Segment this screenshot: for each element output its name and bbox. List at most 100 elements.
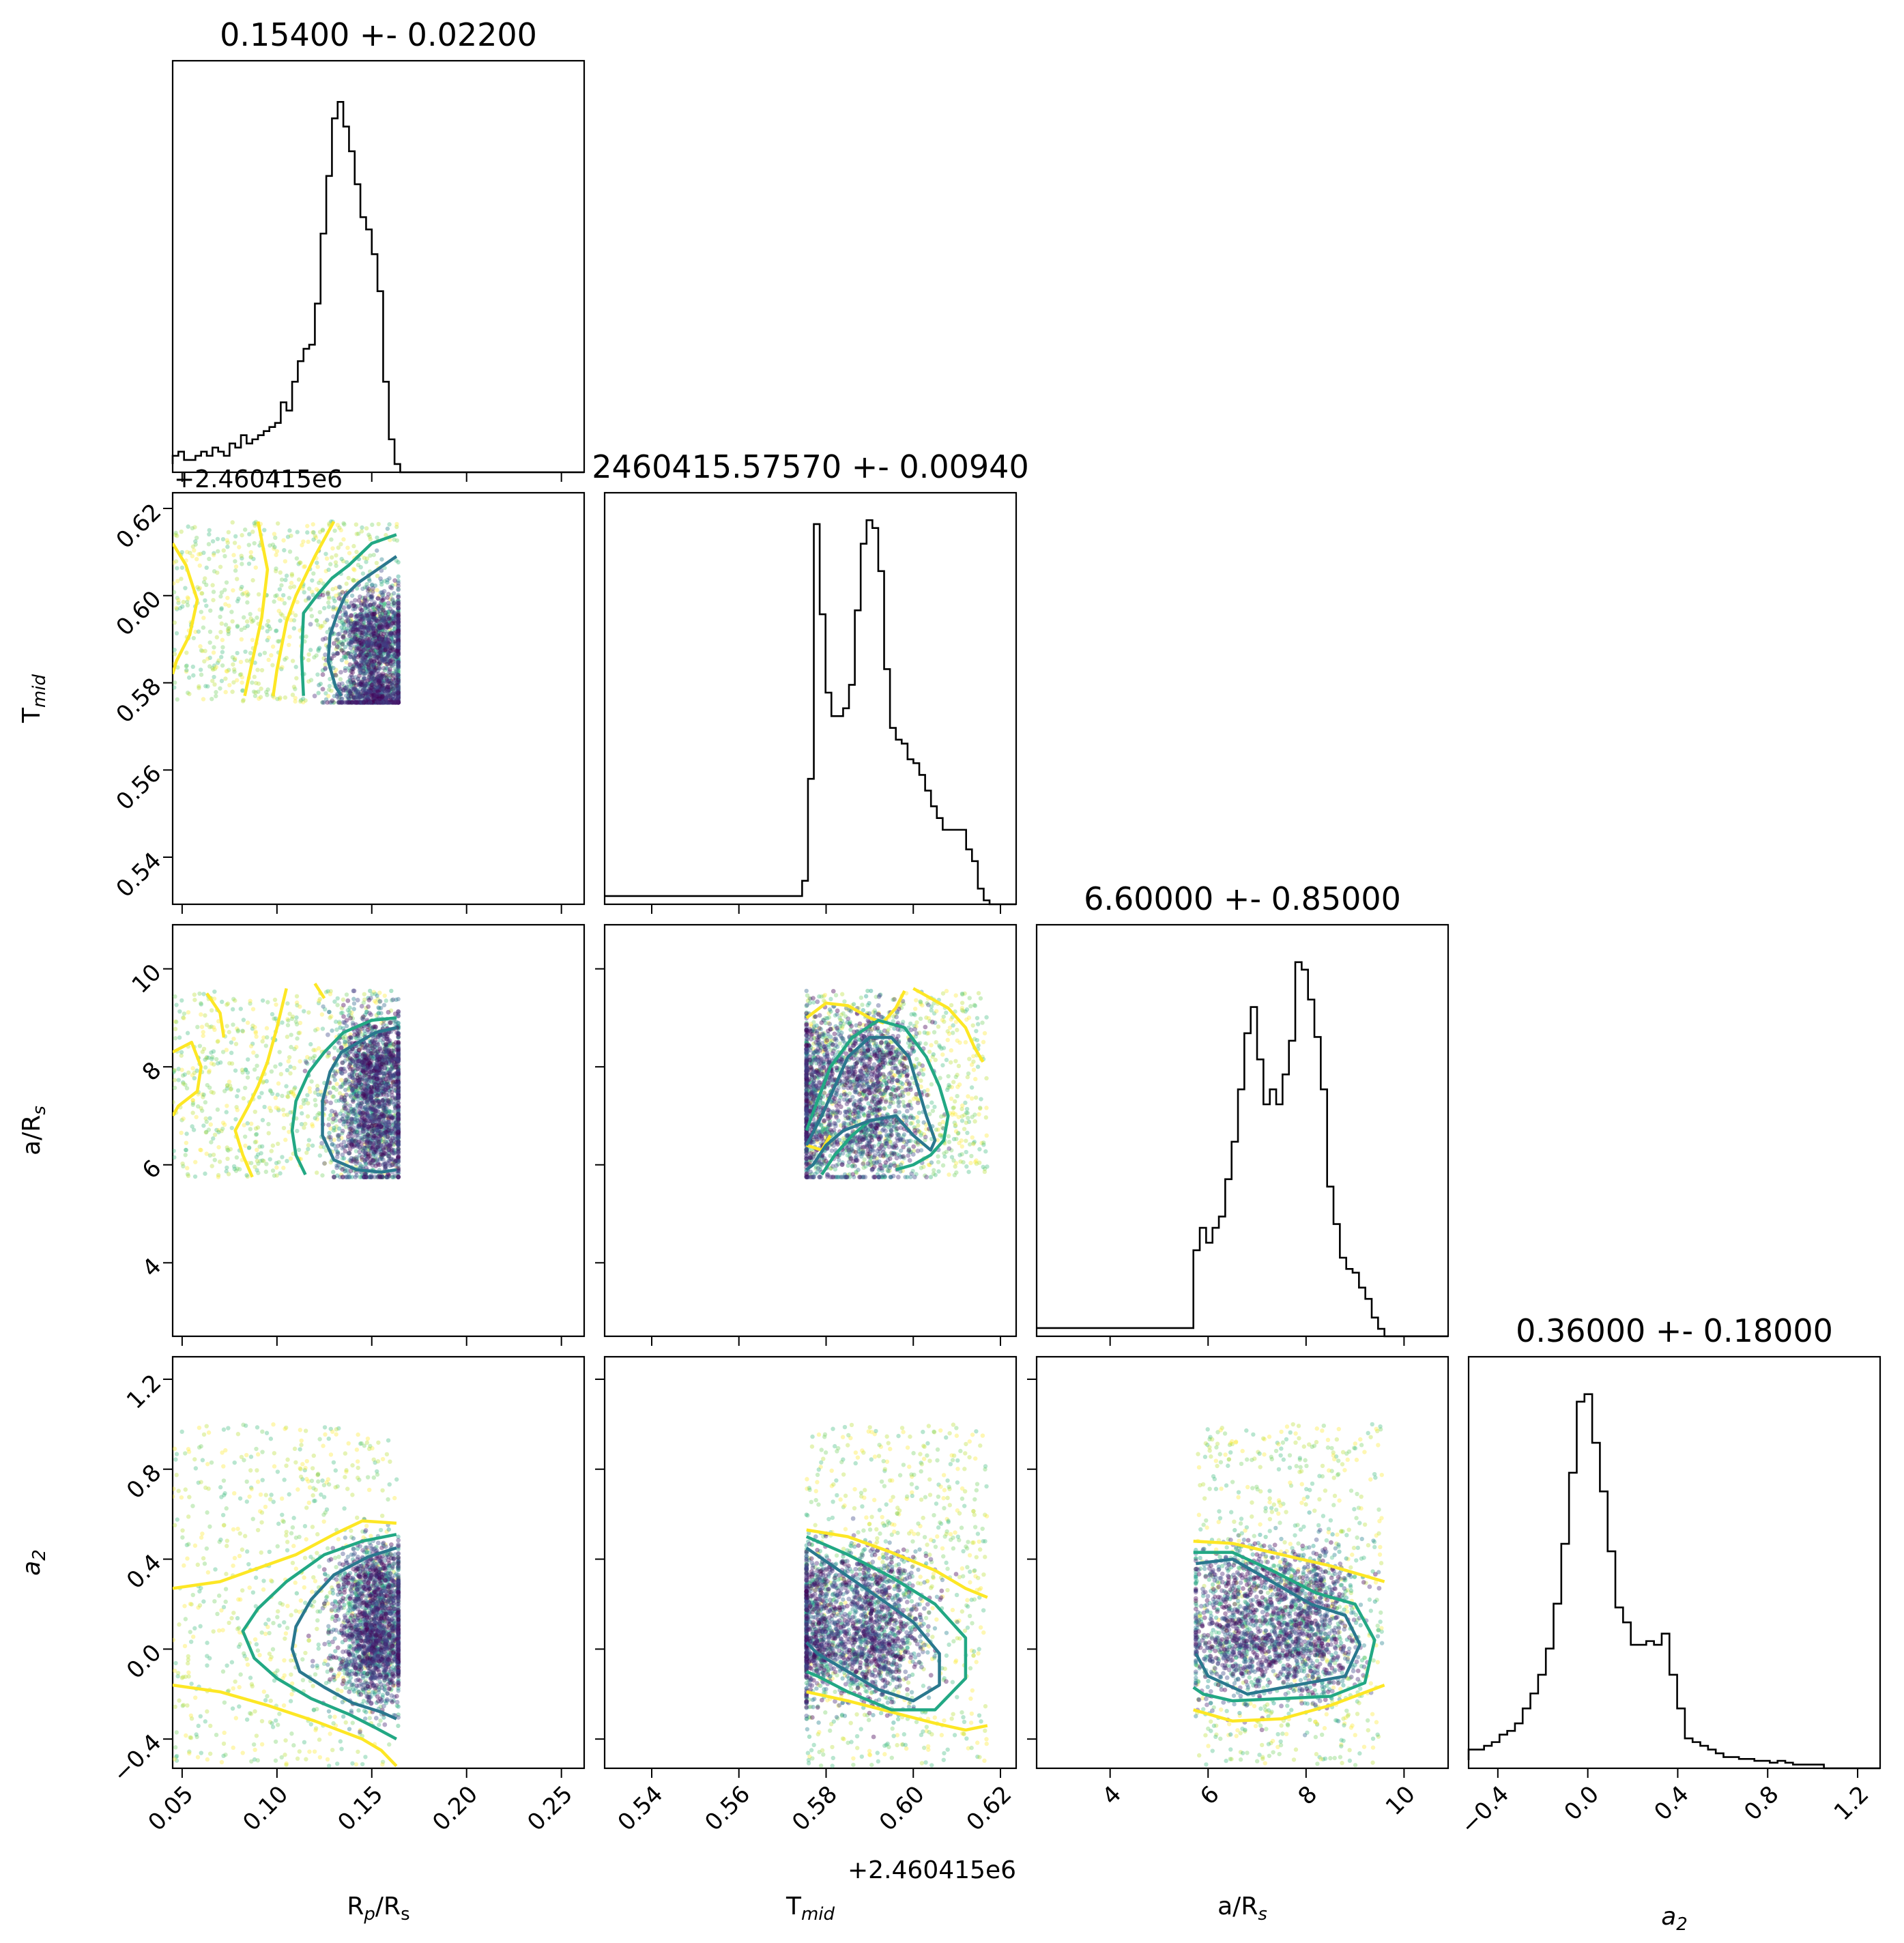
scatter-point: [343, 620, 348, 624]
scatter-point: [229, 1040, 234, 1045]
scatter-point: [356, 689, 361, 695]
scatter-point: [377, 692, 381, 697]
scatter-point: [392, 609, 396, 615]
scatter-point: [341, 650, 347, 656]
scatter-point: [358, 655, 364, 660]
scatter-point: [190, 1124, 194, 1129]
scatter-point: [317, 646, 322, 650]
scatter-point: [388, 700, 392, 705]
scatter-point: [216, 549, 220, 553]
scatter-point: [375, 628, 381, 633]
scatter-point: [323, 652, 328, 657]
scatter-point: [362, 671, 368, 676]
scatter-point: [371, 601, 377, 607]
scatter-point: [369, 641, 374, 646]
scatter-point: [173, 590, 177, 594]
scatter-point: [378, 681, 383, 687]
x-tick-label: −0.4: [1456, 1781, 1515, 1840]
scatter-point: [284, 573, 289, 578]
scatter-point: [202, 659, 207, 664]
scatter-point: [394, 699, 399, 704]
scatter-point: [377, 643, 382, 648]
scatter-point: [291, 1092, 295, 1097]
scatter-point: [199, 672, 204, 677]
scatter-point: [373, 685, 377, 690]
scatter-point: [320, 527, 326, 532]
scatter-point: [183, 1153, 188, 1157]
scatter-point: [373, 678, 378, 684]
scatter-point: [381, 685, 387, 691]
scatter-point: [309, 590, 315, 594]
scatter-point: [375, 596, 381, 601]
scatter-point: [197, 1044, 203, 1048]
scatter-point: [348, 700, 353, 705]
scatter-point: [396, 635, 401, 640]
scatter-point: [196, 629, 201, 634]
scatter-point: [396, 685, 401, 689]
scatter-point: [396, 613, 401, 618]
scatter-point: [273, 1016, 278, 1021]
scatter-point: [372, 634, 377, 639]
scatter-point: [325, 618, 330, 622]
scatter-point: [396, 609, 401, 614]
scatter-point: [173, 648, 177, 652]
scatter-point: [370, 700, 375, 705]
scatter-point: [354, 637, 359, 642]
scatter-point: [366, 617, 371, 622]
scatter-point: [351, 695, 356, 700]
scatter-point: [396, 691, 401, 696]
scatter-point: [325, 591, 330, 596]
scatter-point: [371, 680, 376, 686]
scatter-point: [393, 700, 398, 705]
scatter-point: [364, 581, 369, 587]
scatter-point: [354, 653, 358, 658]
scatter-point: [363, 691, 369, 696]
scatter-point: [377, 618, 382, 624]
scatter-point: [380, 611, 385, 616]
scatter-point: [248, 1121, 254, 1126]
scatter-point: [362, 602, 366, 607]
scatter-point: [388, 658, 393, 663]
scatter-point: [384, 633, 388, 639]
scatter-point: [377, 700, 382, 705]
scatter-point: [383, 657, 388, 661]
scatter-point: [360, 700, 365, 705]
scatter-point: [396, 634, 401, 639]
scatter-point: [193, 539, 198, 544]
scatter-point: [320, 672, 326, 677]
scatter-point: [359, 607, 364, 613]
scatter-point: [338, 700, 343, 705]
scatter-point: [231, 667, 237, 672]
scatter-point: [237, 1167, 242, 1172]
scatter-point: [381, 690, 387, 695]
scatter-point: [363, 652, 368, 657]
scatter-point: [334, 650, 340, 656]
scatter-point: [386, 700, 391, 705]
scatter-point: [285, 1067, 290, 1073]
scatter-point: [375, 700, 381, 705]
scatter-point: [347, 700, 352, 705]
scatter-point: [351, 627, 356, 632]
scatter-point: [357, 692, 362, 697]
scatter-point: [354, 586, 360, 591]
scatter-point: [358, 564, 363, 570]
scatter-point: [270, 663, 275, 667]
scatter-point: [369, 615, 374, 620]
scatter-point: [302, 564, 308, 569]
scatter-point: [372, 648, 377, 654]
scatter-point: [371, 685, 376, 690]
scatter-point: [384, 640, 389, 646]
scatter-point: [373, 583, 378, 588]
scatter-point: [231, 680, 236, 685]
scatter-point: [346, 650, 351, 656]
scatter-point: [354, 687, 358, 693]
scatter-point: [384, 647, 388, 652]
scatter-point: [347, 689, 352, 694]
scatter-point: [371, 637, 375, 642]
scatter-point: [379, 616, 384, 620]
scatter-point: [367, 588, 372, 593]
scatter-point: [382, 648, 388, 653]
scatter-point: [396, 584, 401, 588]
panel-title-tmid: 2460415.57570 +- 0.00940: [592, 448, 1028, 485]
scatter-point: [233, 1041, 239, 1046]
